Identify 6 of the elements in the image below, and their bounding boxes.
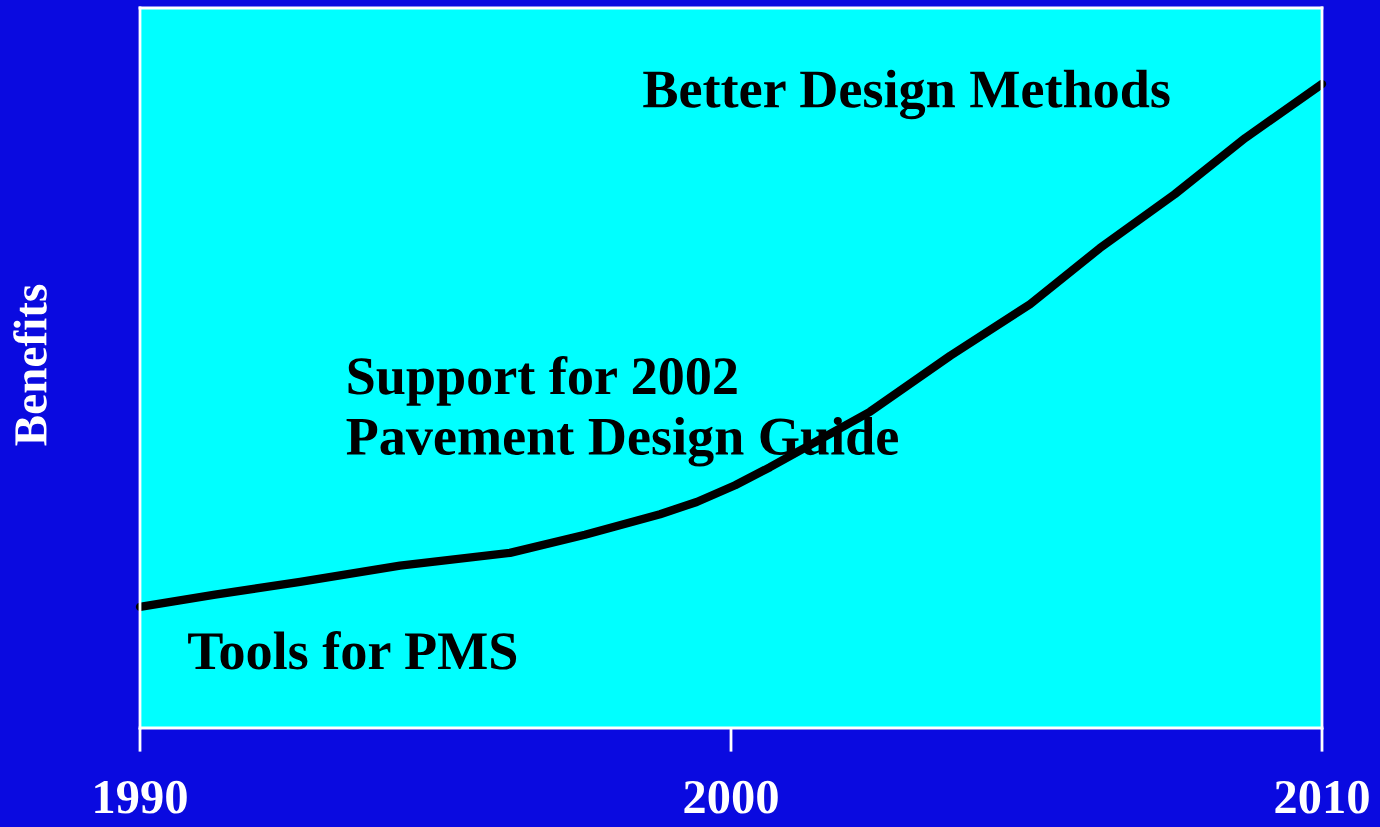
y-axis-title: Benefits	[13, 284, 47, 446]
x-tick-label: 2000	[684, 780, 778, 814]
x-tick-label: 2010	[1275, 780, 1369, 814]
x-tick-label: 1990	[95, 780, 187, 814]
annotation: Better Design Methods	[643, 69, 1170, 120]
annotation: Tools for PMS	[188, 630, 517, 670]
